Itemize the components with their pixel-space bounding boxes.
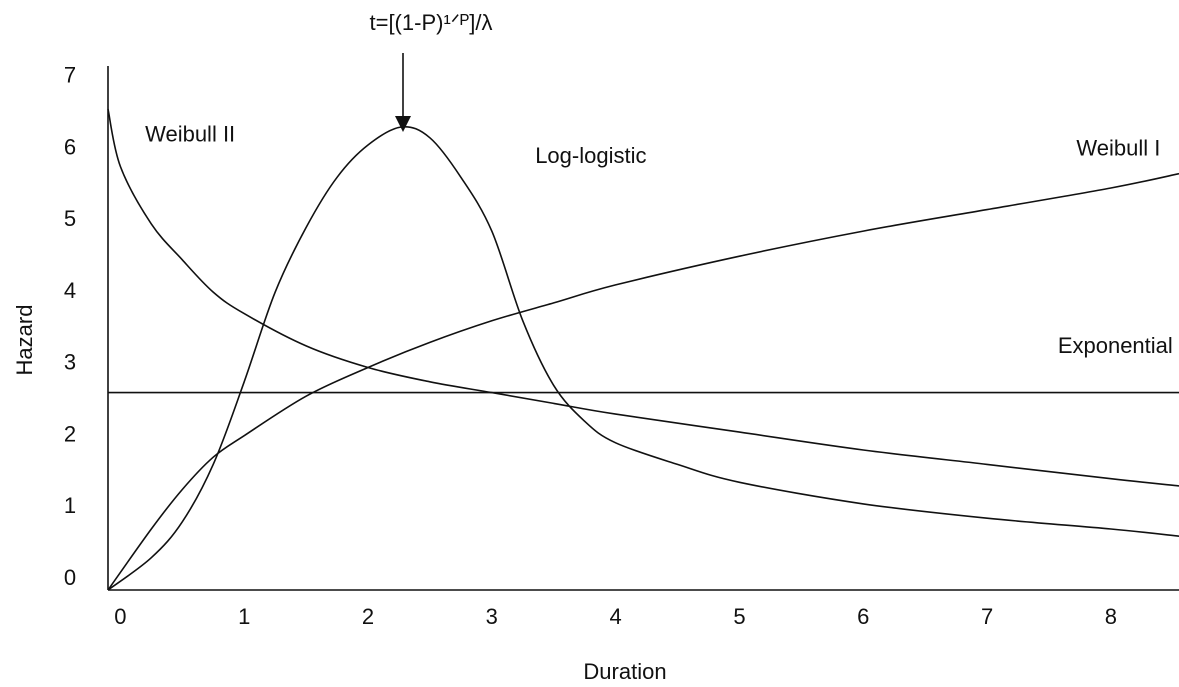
- x-tick-label: 3: [486, 604, 498, 629]
- y-axis-label: Hazard: [12, 305, 37, 376]
- series-labels: Weibull II Log-logistic Weibull I Exponenti…: [145, 121, 1173, 358]
- x-axis-label: Duration: [583, 659, 666, 684]
- series-line-weibull-ii: [107, 108, 1179, 487]
- series-line-log-logistic: [107, 125, 1179, 591]
- x-tick-label: 6: [857, 604, 869, 629]
- series-line-weibull-i: [107, 172, 1179, 591]
- y-tick-labels: 0 1 2 3 4 5 6 7: [64, 63, 76, 591]
- series-label-exponential: Exponential: [1058, 333, 1173, 358]
- x-tick-label: 7: [981, 604, 993, 629]
- series-label-weibull-ii: Weibull II: [145, 121, 235, 146]
- y-tick-label: 6: [64, 134, 76, 159]
- y-tick-label: 7: [64, 63, 76, 88]
- peak-formula-annotation: t=[(1-P)¹ᐟᴾ]/λ: [369, 10, 492, 35]
- series-label-log-logistic: Log-logistic: [535, 143, 646, 168]
- x-tick-label: 4: [609, 604, 621, 629]
- x-tick-label: 8: [1105, 604, 1117, 629]
- x-tick-label: 2: [362, 604, 374, 629]
- x-tick-label: 1: [238, 604, 250, 629]
- y-tick-label: 1: [64, 493, 76, 518]
- y-tick-label: 2: [64, 421, 76, 446]
- x-tick-labels: 0 1 2 3 4 5 6 7 8: [114, 604, 1117, 629]
- x-tick-label: 0: [114, 604, 126, 629]
- x-tick-label: 5: [733, 604, 745, 629]
- series-label-weibull-i: Weibull I: [1076, 136, 1160, 161]
- series-curves: [107, 108, 1179, 591]
- y-tick-label: 3: [64, 350, 76, 375]
- y-tick-label: 0: [64, 565, 76, 590]
- y-tick-label: 5: [64, 206, 76, 231]
- y-tick-label: 4: [64, 278, 76, 303]
- peak-arrow-icon: [395, 53, 411, 132]
